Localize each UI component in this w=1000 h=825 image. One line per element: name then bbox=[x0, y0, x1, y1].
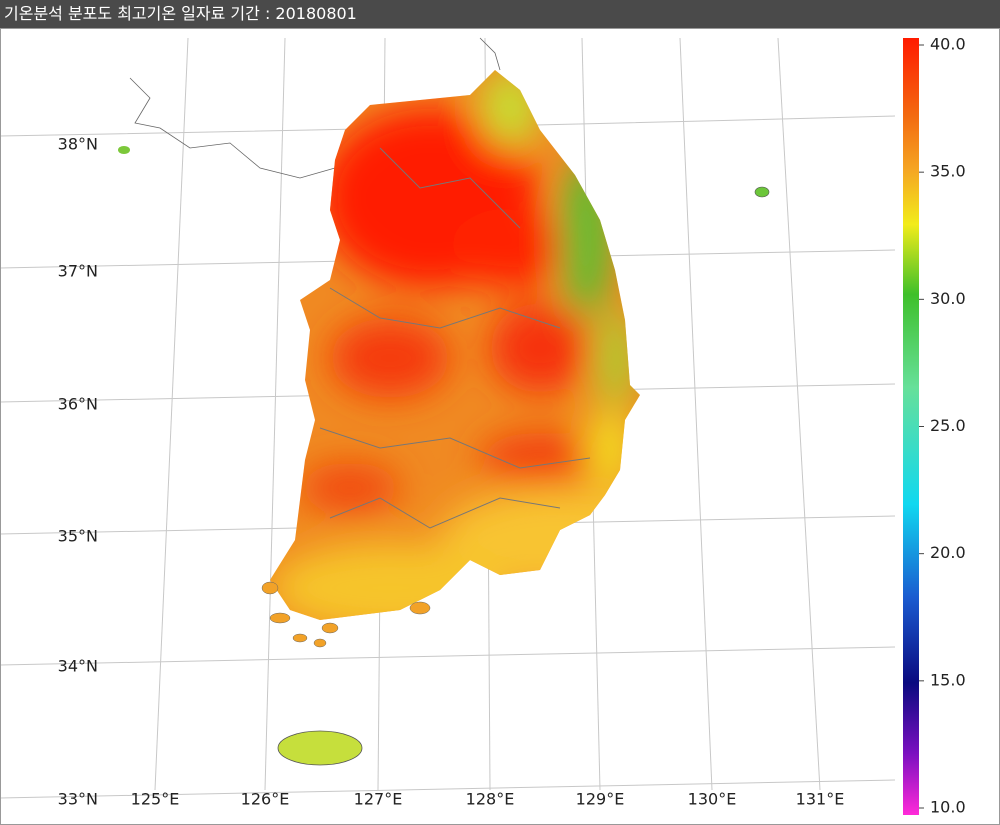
ulleungdo bbox=[754, 186, 770, 198]
lat-label: 36°N bbox=[58, 395, 98, 414]
island bbox=[118, 146, 130, 154]
colorbar bbox=[903, 38, 919, 815]
lon-label: 129°E bbox=[576, 790, 625, 809]
lon-label: 131°E bbox=[796, 790, 845, 809]
lon-label: 130°E bbox=[688, 790, 737, 809]
lat-label: 38°N bbox=[58, 135, 98, 154]
lon-label: 127°E bbox=[354, 790, 403, 809]
temperature-field bbox=[270, 70, 640, 620]
lon-label: 126°E bbox=[241, 790, 290, 809]
map: 38°N 37°N 36°N 35°N 34°N 33°N 125°E 126°E 127°E 1… bbox=[0, 28, 1000, 825]
colorbar-label: 25.0 bbox=[930, 416, 966, 435]
title-bar: 기온분석 분포도 최고기온 일자료 기간 : 20180801 bbox=[0, 0, 1000, 28]
colorbar-label: 10.0 bbox=[930, 798, 966, 817]
lon-label: 128°E bbox=[466, 790, 515, 809]
lat-label: 33°N bbox=[58, 790, 98, 809]
lon-label: 125°E bbox=[131, 790, 180, 809]
lat-label: 35°N bbox=[58, 527, 98, 546]
lat-label: 37°N bbox=[58, 262, 98, 281]
lat-label: 34°N bbox=[58, 657, 98, 676]
jeju bbox=[277, 730, 363, 766]
islands bbox=[261, 581, 431, 648]
colorbar-label: 15.0 bbox=[930, 670, 966, 689]
colorbar-label: 40.0 bbox=[930, 35, 966, 54]
north-coast bbox=[129, 37, 501, 179]
colorbar-label: 20.0 bbox=[930, 543, 966, 562]
colorbar-label: 35.0 bbox=[930, 162, 966, 181]
colorbar-label: 30.0 bbox=[930, 289, 966, 308]
